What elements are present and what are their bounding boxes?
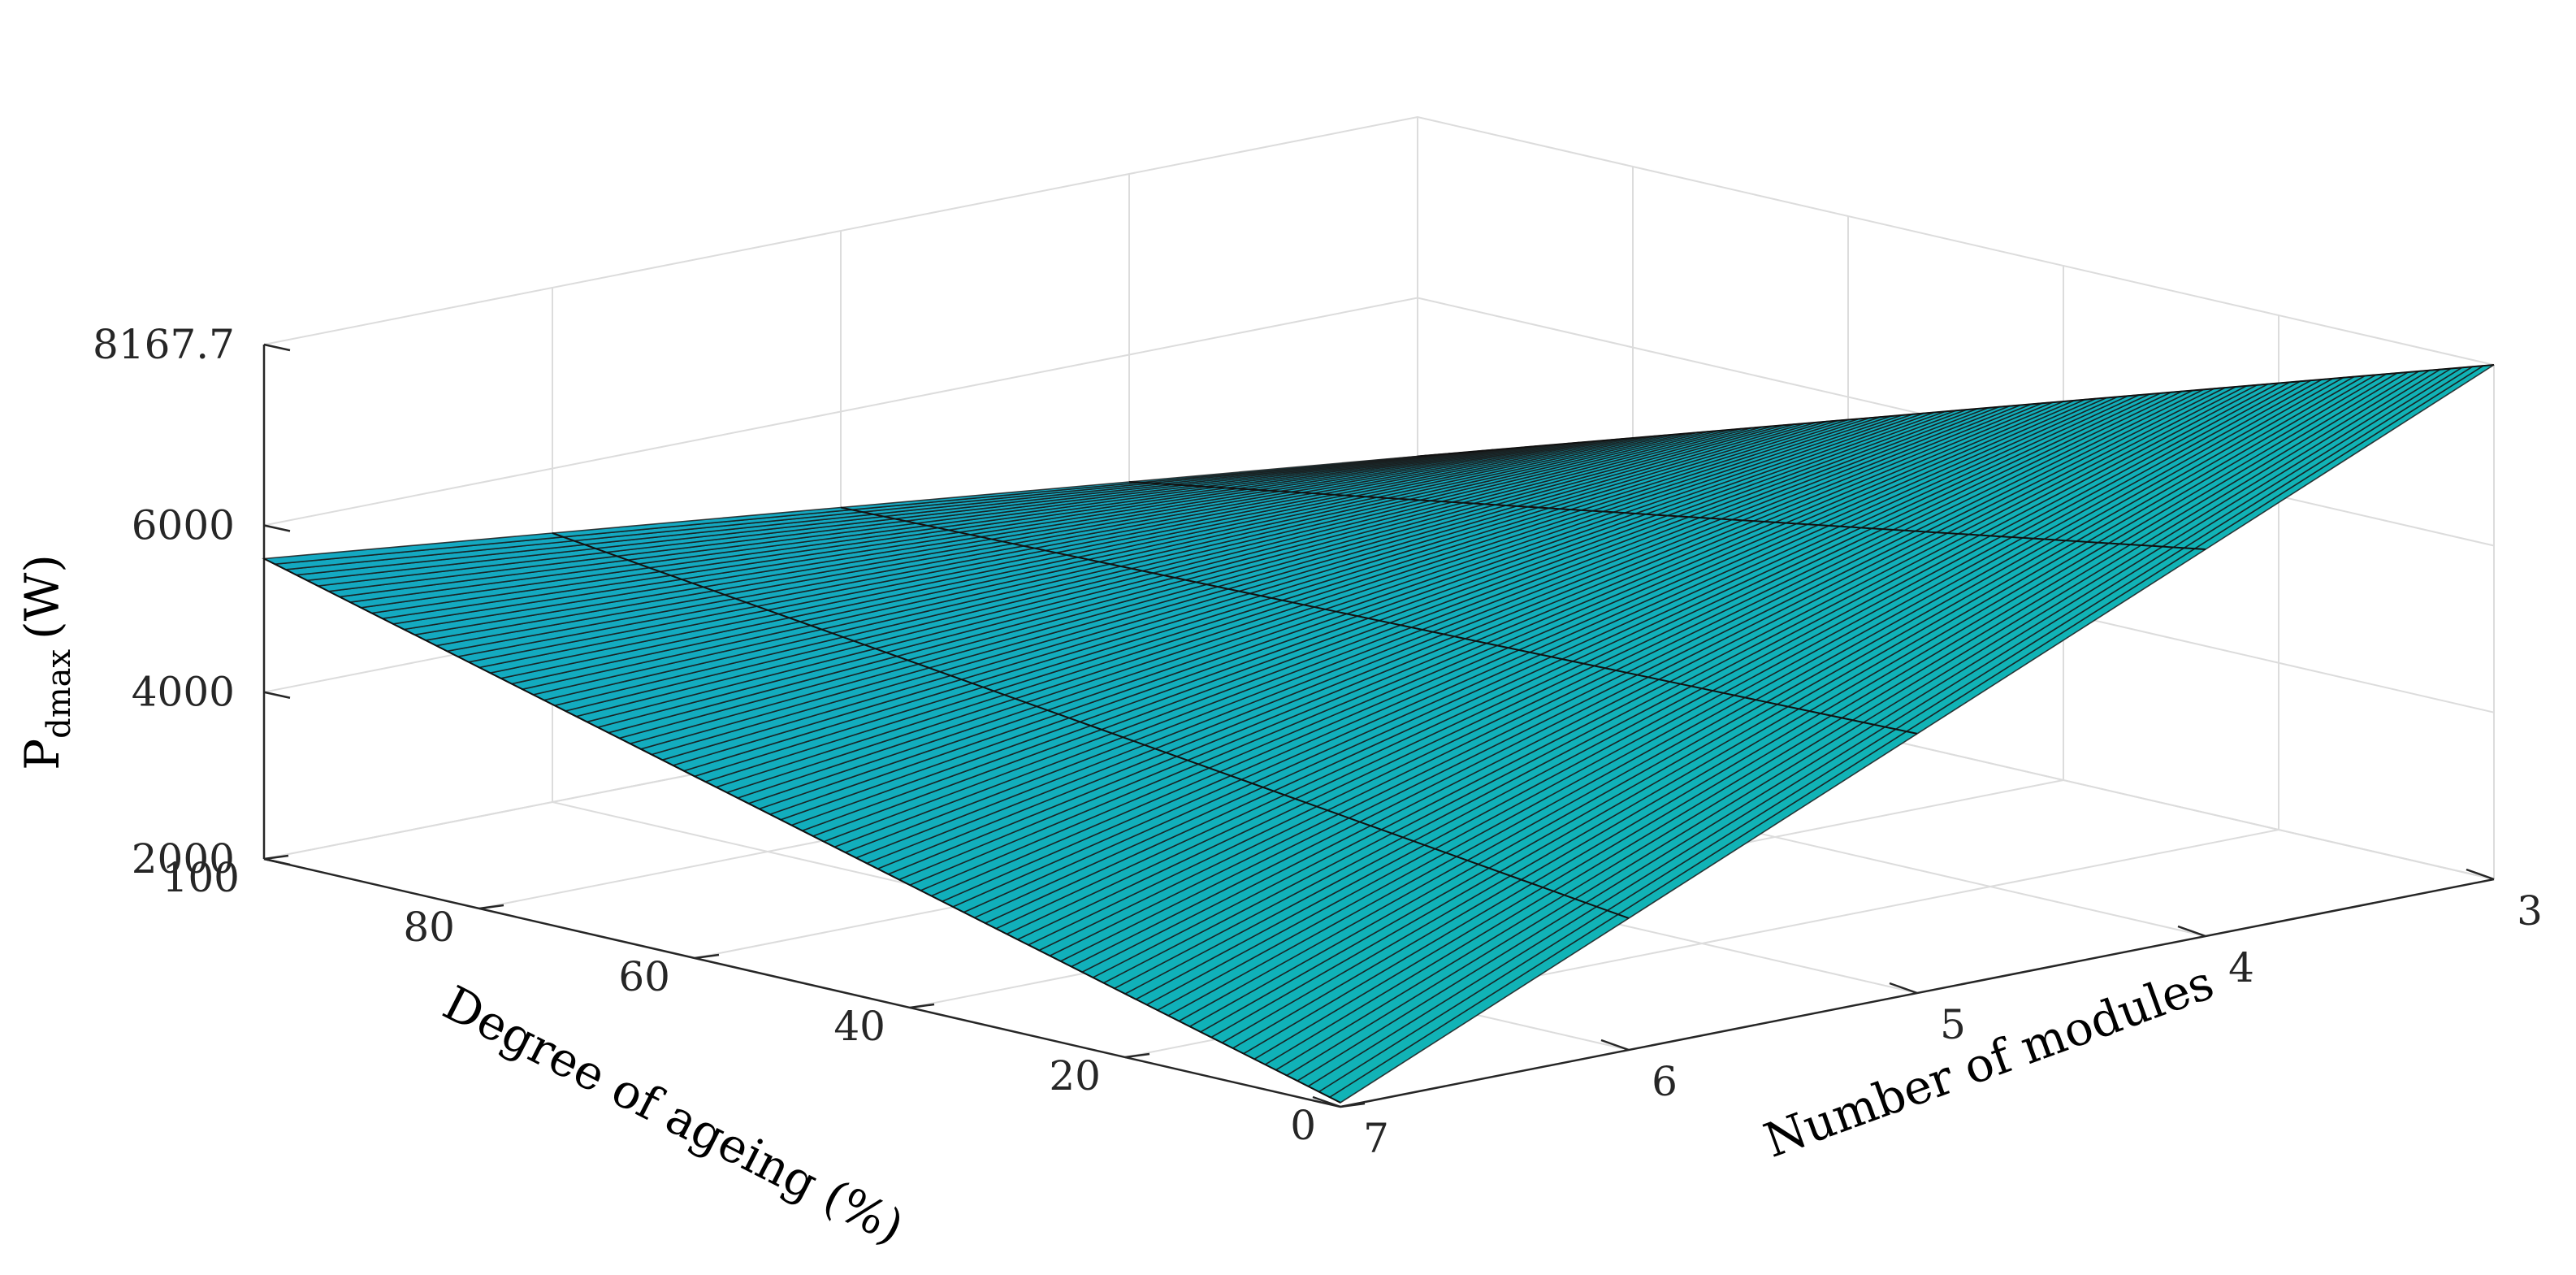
x-tick-mark <box>2177 925 2206 938</box>
z-tick-mark <box>263 691 291 699</box>
tick-labels: 2000 4000 6000 8167.7 0 20 40 60 80 100 3 4 5 6 7 <box>93 321 2543 1162</box>
y-tick-mark <box>694 953 720 960</box>
y-tick-mark <box>1340 1102 1366 1108</box>
y-tick-label: 80 <box>403 904 455 951</box>
z-tick-mark <box>263 524 291 532</box>
y-tick-mark <box>909 1003 935 1009</box>
z-tick-label: 6000 <box>132 501 235 549</box>
y-tick-mark <box>1124 1052 1150 1059</box>
x-tick-mark <box>1312 1095 1341 1108</box>
module-mesh-line <box>1417 364 2495 458</box>
y-tick-label: 20 <box>1049 1052 1101 1099</box>
module-mesh-line <box>1128 481 2206 550</box>
x-tick-label: 3 <box>2517 887 2543 935</box>
y-tick-label: 0 <box>1290 1102 1316 1149</box>
z-axis-label-main: P <box>15 739 70 770</box>
x-tick-mark <box>1600 1039 1630 1052</box>
z-axis-label-unit: (W) <box>15 554 70 640</box>
x-tick-label: 7 <box>1363 1115 1389 1162</box>
x-tick-label: 4 <box>2228 944 2254 991</box>
z-grid-line <box>263 115 2495 366</box>
z-tick-label: 8167.7 <box>93 321 235 368</box>
x-axis-label: Number of modules <box>1757 955 2221 1169</box>
z-tick-label: 4000 <box>132 669 235 716</box>
y-tick-mark <box>478 904 504 910</box>
y-tick-mark <box>263 854 289 861</box>
x-tick-mark <box>1889 982 1918 995</box>
surface <box>262 364 2495 1104</box>
x-tick-mark <box>2466 868 2495 881</box>
x-tick-label: 6 <box>1652 1058 1678 1105</box>
z-axis-label-sub: dmax <box>41 649 78 739</box>
y-tick-label: 100 <box>162 854 240 901</box>
module-mesh-line <box>840 506 1918 735</box>
z-tick-mark <box>263 857 291 866</box>
z-tick-label: 2000 <box>132 835 235 883</box>
x-tick-label: 5 <box>1940 1001 1966 1048</box>
y-tick-label: 60 <box>618 953 670 1000</box>
y-axis-line <box>263 857 1341 1108</box>
z-axis-label: Pdmax (W) <box>15 554 78 770</box>
module-mesh-line <box>552 532 1630 919</box>
y-tick-label: 40 <box>833 1003 885 1050</box>
module-mesh-line <box>263 557 1341 1104</box>
z-tick-mark <box>263 343 291 352</box>
